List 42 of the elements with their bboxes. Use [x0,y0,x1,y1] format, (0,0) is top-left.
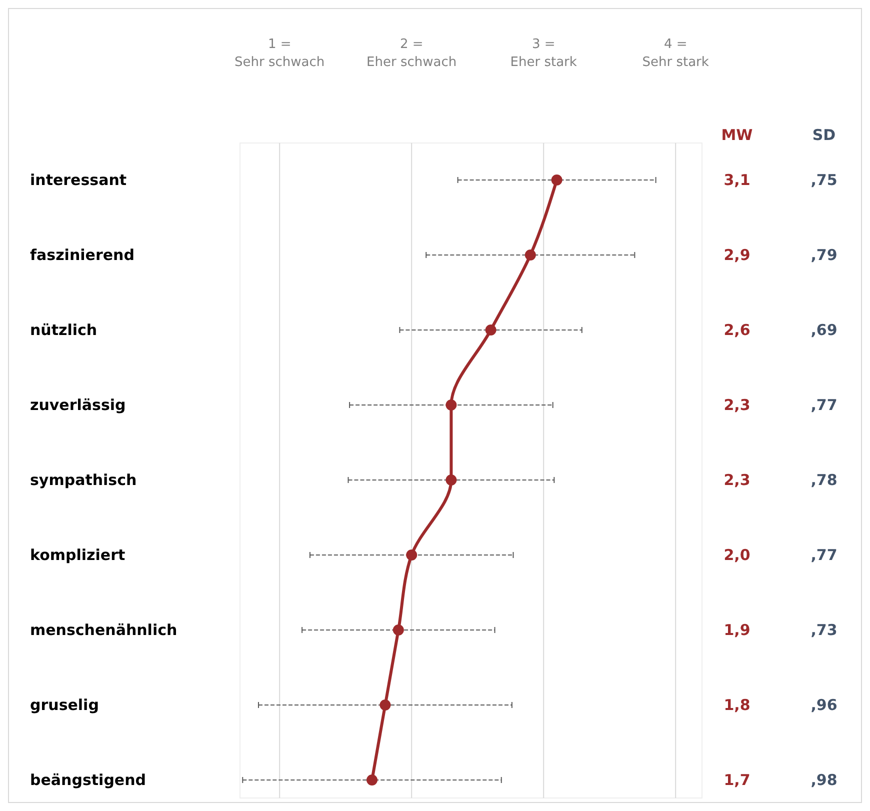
x-tick-label: 3 = Eher stark [510,37,578,70]
point [392,624,404,636]
text: ,77 [810,546,838,564]
text: ,98 [810,771,838,789]
text: SD [812,126,836,144]
data-label: 1,9 [724,621,750,639]
y-tick-label: nützlich [30,321,98,339]
data-label: 2,9 [724,246,750,264]
y-tick-label: gruselig [30,696,99,714]
point [485,324,496,336]
y-tick-label: zuverlässig [30,396,126,414]
point [524,250,536,260]
x-tick-label: 1 = Sehr schwach [234,37,325,70]
point [551,174,562,186]
point [366,774,378,786]
text: ,73 [810,621,838,639]
point [446,400,457,410]
y-tick-label: faszinierend [30,246,134,264]
data-label: 1,8 [724,696,750,714]
y-tick-label: menschenähnlich [30,621,178,639]
data-label: 2,3 [724,471,750,489]
y-tick-label: kompliziert [30,546,126,564]
text: ,69 [810,321,838,339]
text: MW [721,126,754,144]
x-tick-label: 4 = Sehr stark [642,37,710,70]
data-label: 1,7 [724,771,750,789]
y-tick-label: sympathisch [30,471,137,489]
text: ,79 [810,246,838,264]
x-tick-label: 2 = Eher schwach [366,37,457,70]
data-label: 2,6 [724,321,750,339]
y-tick-label: interessant [30,171,127,189]
text: ,75 [810,171,838,189]
text: ,77 [810,396,838,414]
point [446,474,457,486]
y-tick-label: beängstigend [30,771,146,789]
text: ,78 [810,471,838,489]
text: ,96 [810,696,838,714]
point [406,550,418,560]
data-label: 2,0 [724,546,750,564]
point [380,700,391,710]
data-label: 2,3 [724,396,750,414]
data-label: 3,1 [724,171,750,189]
